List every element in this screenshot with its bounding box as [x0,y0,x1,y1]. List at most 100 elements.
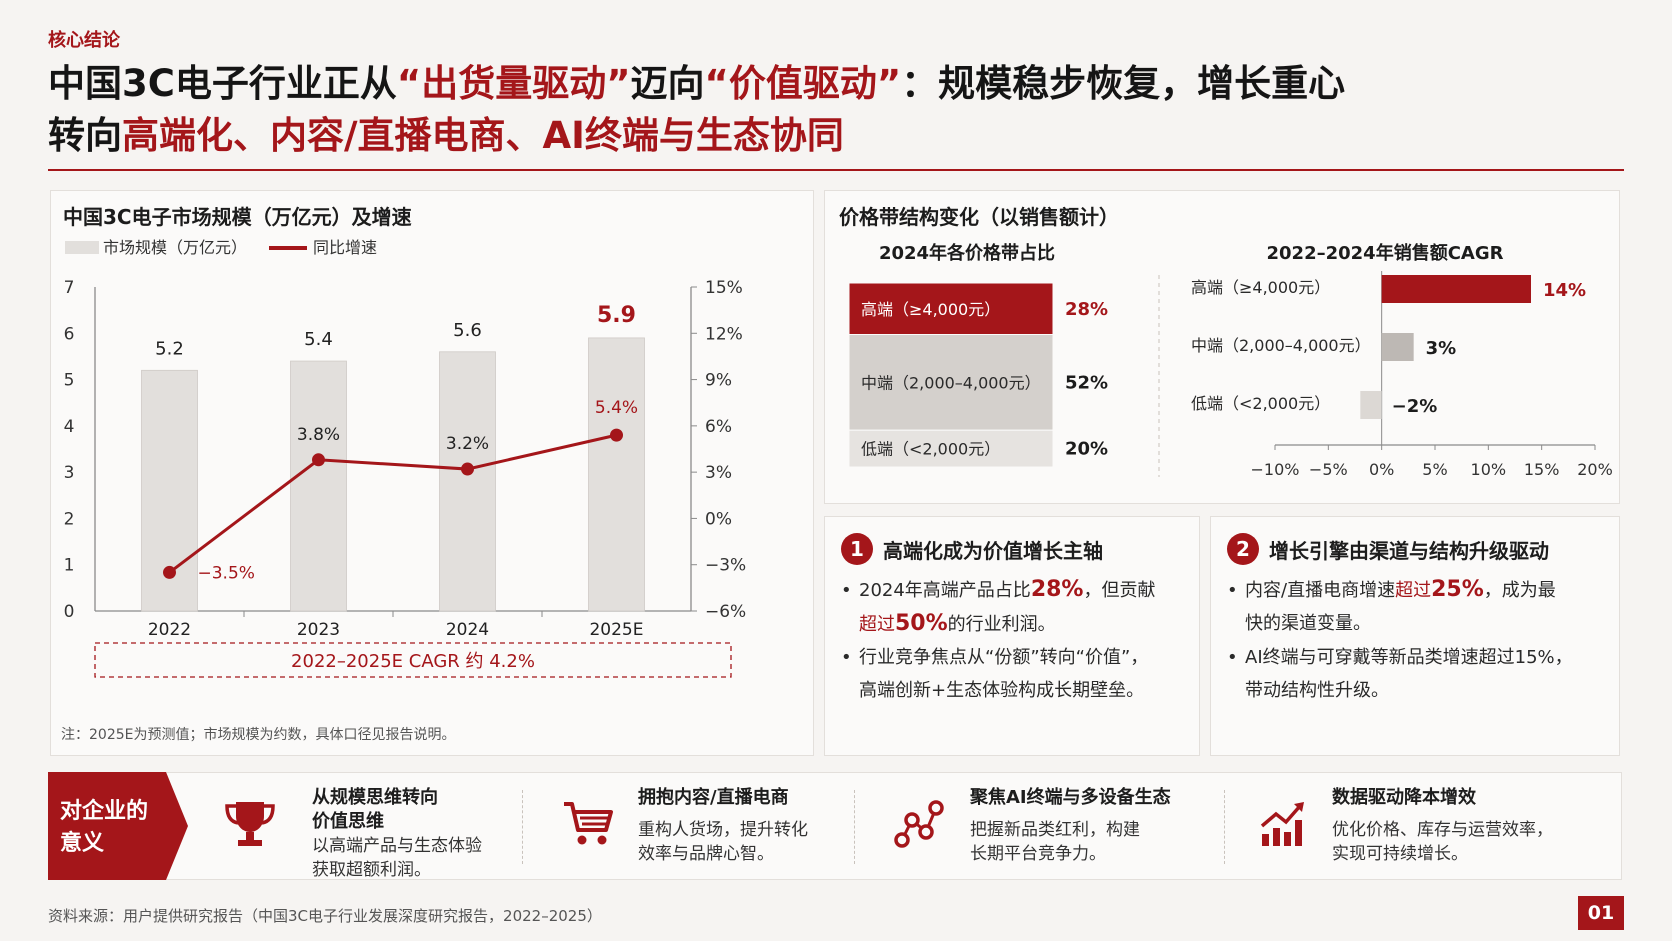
implications-label: 对企业的 意义 [48,772,188,880]
implication-desc: 重构人货场，提升转化 [638,820,808,840]
implication-divider [854,790,855,864]
cagr-category-label: 低端（<2,000元） [1191,394,1330,413]
implications-strip [48,772,1622,880]
share-segment-label: 高端（≥4,000元） [861,300,1000,319]
cagr-bar [1381,333,1414,361]
y-tick-label-left: 1 [64,556,75,576]
callout-bullet: • 2024年高端产品占比28%，但贡献 超过50%的行业利润。 [841,577,1156,636]
bar-value-label: 5.6 [453,320,482,341]
bullet-highlight: 50% [895,611,948,636]
title-highlight: 高端化、内容/直播电商、AI终端与生态协同 [122,114,844,157]
growth-line [168,433,617,574]
bar [439,351,496,612]
callout-premiumization: 1 高端化成为价值增长主轴 • 2024年高端产品占比28%，但贡献 超过50%的… [824,516,1200,756]
cagr-bar [1360,391,1382,419]
share-segment [848,429,1054,468]
x-tick-label: 0% [1369,460,1394,479]
callout-bullet: • 行业竞争焦点从“份额”转向“价值”， 高端创新+生态体验构成长期壁垒。 [841,647,1149,701]
bullet-text: ，成为最 [1483,580,1556,601]
cagr-category-label: 高端（≥4,000元） [1191,278,1330,297]
x-tick-label: −10% [1251,460,1300,479]
bar-value-label: 5.9 [597,303,636,328]
title-part: 转向 [48,114,122,157]
implication-divider [522,790,523,864]
callout-number-badge: 1 [841,533,873,565]
y-tick-label-right: −3% [705,556,746,576]
growth-value-label: 5.4% [595,398,638,418]
x-tick-label: 20% [1577,460,1613,479]
cagr-value-label: −2% [1392,396,1438,417]
title-divider [48,169,1624,171]
bullet-text: 的行业利润。 [947,614,1056,635]
share-segment-label: 低端（<2,000元） [861,440,1000,459]
implication-desc: 优化价格、库存与运营效率， [1332,820,1553,840]
cagr-box [94,642,732,678]
y-tick-label-right: 12% [705,324,743,344]
growth-point [163,565,176,579]
share-segment [848,282,1054,336]
legend-label: 同比增速 [313,238,377,257]
cagr-bar [1381,275,1531,303]
y-tick-label-right: 15% [705,278,743,298]
legend-swatch-bar [65,241,99,254]
bar [290,360,347,612]
cagr-value-label: 14% [1543,280,1586,301]
callout-title: 增长引擎由渠道与结构升级驱动 [1269,539,1549,563]
bullet-text: AI终端与可穿戴等新品类增速超过15%， [1245,647,1573,668]
label-line: 意义 [60,830,104,856]
bullet-highlight: 超过 [859,614,895,635]
trophy-icon [225,802,275,846]
cagr-subtitle: 2022–2024年销售额CAGR [1267,242,1504,264]
bullet-text: 2024年高端产品占比 [859,580,1031,601]
implication-item: 聚焦AI终端与多设备生态 把握新品类红利，构建 长期平台竞争力。 [970,786,1171,866]
bullet-text: 高端创新+生态体验构成长期壁垒。 [859,680,1145,701]
title-part: ：规模稳步恢复，增长重心 [901,62,1346,105]
implication-desc: 效率与品牌心智。 [638,844,774,864]
y-tick-label-right: 3% [705,463,732,483]
share-subtitle: 2024年各价格带占比 [879,242,1055,264]
growth-point [312,453,325,467]
label-line: 对企业的 [60,798,148,824]
share-value-label: 52% [1065,372,1108,393]
callout-bullet: • AI终端与可穿戴等新品类增速超过15%， 带动结构性升级。 [1227,647,1573,701]
page-title: 中国3C电子行业正从“出货量驱动”迈向“价值驱动”：规模稳步恢复，增长重心 转向… [48,58,1628,162]
growth-value-label: 3.2% [446,434,489,454]
market-size-chart: 市场规模（万亿元） 同比增速 0 1 2 3 4 5 6 7 −6% −3% 0% 3% 6% 9% 12% 15… [61,238,746,743]
cagr-value-label: 3% [1426,338,1457,359]
implication-item: 从规模思维转向 价值思维 以高端产品与生态体验 获取超额利润。 [312,786,482,882]
implication-title: 数据驱动降本增效 [1332,787,1476,808]
y-tick-label-right: 9% [705,371,732,391]
y-tick-label-left: 5 [64,371,75,391]
bullet-text: ，但贡献 [1083,580,1156,601]
title-part: 迈向 [630,62,705,105]
y-tick-label-right: 6% [705,417,732,437]
growth-value-label: −3.5% [198,563,255,583]
y-tick-label-left: 7 [64,278,75,298]
bullet-text: 行业竞争焦点从“份额”转向“价值”， [859,647,1149,668]
growth-value-label: 3.8% [297,425,340,445]
callout-title: 高端化成为价值增长主轴 [883,539,1103,563]
y-tick-label-left: 3 [64,463,75,483]
growth-point [610,428,623,442]
growth-chart-icon [1260,802,1304,846]
implication-desc: 把握新品类红利，构建 [970,820,1140,840]
implication-title: 价值思维 [312,811,384,832]
chart-footnote: 注：2025E为预测值；市场规模为约数，具体口径见报告说明。 [61,726,455,743]
y-tick-label-right: −6% [705,602,746,622]
y-tick-label-left: 6 [64,324,75,344]
x-tick-label: 10% [1471,460,1507,479]
implication-title: 拥抱内容/直播电商 [638,787,789,808]
title-part: 中国3C电子行业正从 [48,62,397,105]
growth-point [461,462,474,476]
x-tick-label: 2025E [589,620,643,640]
bar-value-label: 5.4 [304,329,333,350]
implication-desc: 以高端产品与生态体验 [312,836,482,856]
y-tick-label-right: 0% [705,509,732,529]
implication-item: 拥抱内容/直播电商 重构人货场，提升转化 效率与品牌心智。 [638,786,808,866]
x-tick-label: 2022 [148,620,191,640]
title-highlight: “价值驱动” [704,62,902,105]
share-segment-label: 中端（2,000–4,000元） [861,373,1041,392]
title-highlight: “出货量驱动” [396,62,631,105]
price-band-title: 价格带结构变化（以销售额计） [839,205,1119,229]
